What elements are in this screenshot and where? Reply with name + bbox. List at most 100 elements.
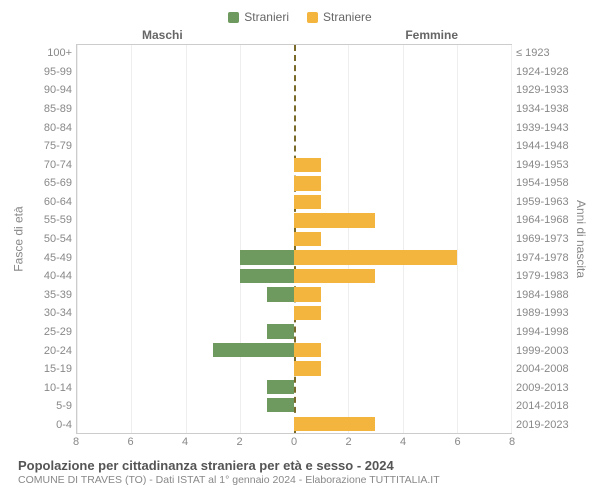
y-tick-age: 80-84	[26, 118, 72, 137]
bar-female	[294, 158, 321, 172]
bar-female	[294, 269, 375, 283]
column-headers: Maschi Femmine	[12, 28, 588, 44]
population-pyramid-chart: Stranieri Straniere Maschi Femmine Fasce…	[0, 0, 600, 500]
bar-female	[294, 306, 321, 320]
bar-row	[77, 380, 511, 394]
bar-row	[77, 343, 511, 357]
bar-male	[267, 380, 294, 394]
y-axis-right: ≤ 19231924-19281929-19331934-19381939-19…	[512, 44, 574, 434]
bar-row	[77, 417, 511, 431]
header-male: Maschi	[142, 28, 183, 42]
y-tick-age: 70-74	[26, 155, 72, 174]
x-tick: 6	[127, 436, 133, 448]
bars-area	[76, 44, 512, 434]
y-tick-age: 90-94	[26, 81, 72, 100]
y-tick-age: 35-39	[26, 286, 72, 305]
bar-row	[77, 287, 511, 301]
y-tick-age: 75-79	[26, 137, 72, 156]
y-tick-birth: 1944-1948	[516, 137, 574, 156]
y-tick-age: 20-24	[26, 341, 72, 360]
bar-row	[77, 139, 511, 153]
bar-row	[77, 66, 511, 80]
legend-label-male: Stranieri	[244, 10, 289, 24]
x-axis: 864202468	[76, 434, 512, 452]
x-tick: 2	[345, 436, 351, 448]
legend-item-female: Straniere	[307, 10, 372, 24]
x-tick: 2	[236, 436, 242, 448]
bar-row	[77, 176, 511, 190]
y-tick-age: 45-49	[26, 248, 72, 267]
y-tick-age: 95-99	[26, 63, 72, 82]
y-tick-birth: 2004-2008	[516, 360, 574, 379]
bar-female	[294, 287, 321, 301]
bar-female	[294, 361, 321, 375]
legend-swatch-female	[307, 12, 318, 23]
chart-subtitle: COMUNE DI TRAVES (TO) - Dati ISTAT al 1°…	[18, 474, 588, 486]
y-tick-birth: 1999-2003	[516, 341, 574, 360]
chart-title: Popolazione per cittadinanza straniera p…	[18, 458, 588, 473]
y-axis-title-right: Anni di nascita	[574, 44, 588, 434]
bar-female	[294, 343, 321, 357]
y-tick-age: 55-59	[26, 211, 72, 230]
bar-row	[77, 398, 511, 412]
bar-row	[77, 306, 511, 320]
y-tick-age: 15-19	[26, 360, 72, 379]
bar-female	[294, 417, 375, 431]
x-tick: 8	[509, 436, 515, 448]
y-tick-birth: 1954-1958	[516, 174, 574, 193]
y-tick-birth: 1969-1973	[516, 230, 574, 249]
y-tick-age: 40-44	[26, 267, 72, 286]
bar-female	[294, 232, 321, 246]
y-tick-birth: 1949-1953	[516, 155, 574, 174]
y-tick-birth: 1984-1988	[516, 286, 574, 305]
y-tick-age: 85-89	[26, 100, 72, 119]
y-tick-age: 65-69	[26, 174, 72, 193]
bar-row	[77, 361, 511, 375]
plot-area: Fasce di età 100+95-9990-9485-8980-8475-…	[12, 44, 588, 434]
y-tick-age: 100+	[26, 44, 72, 63]
bar-row	[77, 47, 511, 61]
y-tick-birth: 1934-1938	[516, 100, 574, 119]
header-female: Femmine	[405, 28, 458, 42]
x-tick: 0	[291, 436, 297, 448]
bar-row	[77, 269, 511, 283]
bar-male	[213, 343, 294, 357]
legend-swatch-male	[228, 12, 239, 23]
bar-row	[77, 213, 511, 227]
bar-row	[77, 232, 511, 246]
bar-male	[267, 287, 294, 301]
bar-row	[77, 250, 511, 264]
y-tick-birth: 1979-1983	[516, 267, 574, 286]
bar-female	[294, 195, 321, 209]
x-tick: 8	[73, 436, 79, 448]
y-tick-birth: 1994-1998	[516, 323, 574, 342]
bar-male	[240, 250, 294, 264]
bar-row	[77, 324, 511, 338]
y-tick-age: 25-29	[26, 323, 72, 342]
footer: Popolazione per cittadinanza straniera p…	[12, 458, 588, 486]
y-tick-age: 60-64	[26, 193, 72, 212]
x-tick: 4	[182, 436, 188, 448]
bar-male	[240, 269, 294, 283]
bar-male	[267, 398, 294, 412]
y-tick-birth: 1929-1933	[516, 81, 574, 100]
y-tick-age: 0-4	[26, 416, 72, 435]
y-tick-birth: 1959-1963	[516, 193, 574, 212]
y-tick-age: 30-34	[26, 304, 72, 323]
y-tick-age: 50-54	[26, 230, 72, 249]
y-tick-birth: ≤ 1923	[516, 44, 574, 63]
y-tick-birth: 1964-1968	[516, 211, 574, 230]
y-axis-title-left: Fasce di età	[12, 44, 26, 434]
bar-row	[77, 158, 511, 172]
bar-row	[77, 195, 511, 209]
bar-row	[77, 121, 511, 135]
legend: Stranieri Straniere	[12, 10, 588, 24]
bar-male	[267, 324, 294, 338]
y-tick-birth: 2009-2013	[516, 378, 574, 397]
y-tick-birth: 1974-1978	[516, 248, 574, 267]
y-tick-birth: 1989-1993	[516, 304, 574, 323]
legend-label-female: Straniere	[323, 10, 372, 24]
y-axis-left: 100+95-9990-9485-8980-8475-7970-7465-696…	[26, 44, 76, 434]
y-tick-age: 10-14	[26, 378, 72, 397]
bar-female	[294, 213, 375, 227]
